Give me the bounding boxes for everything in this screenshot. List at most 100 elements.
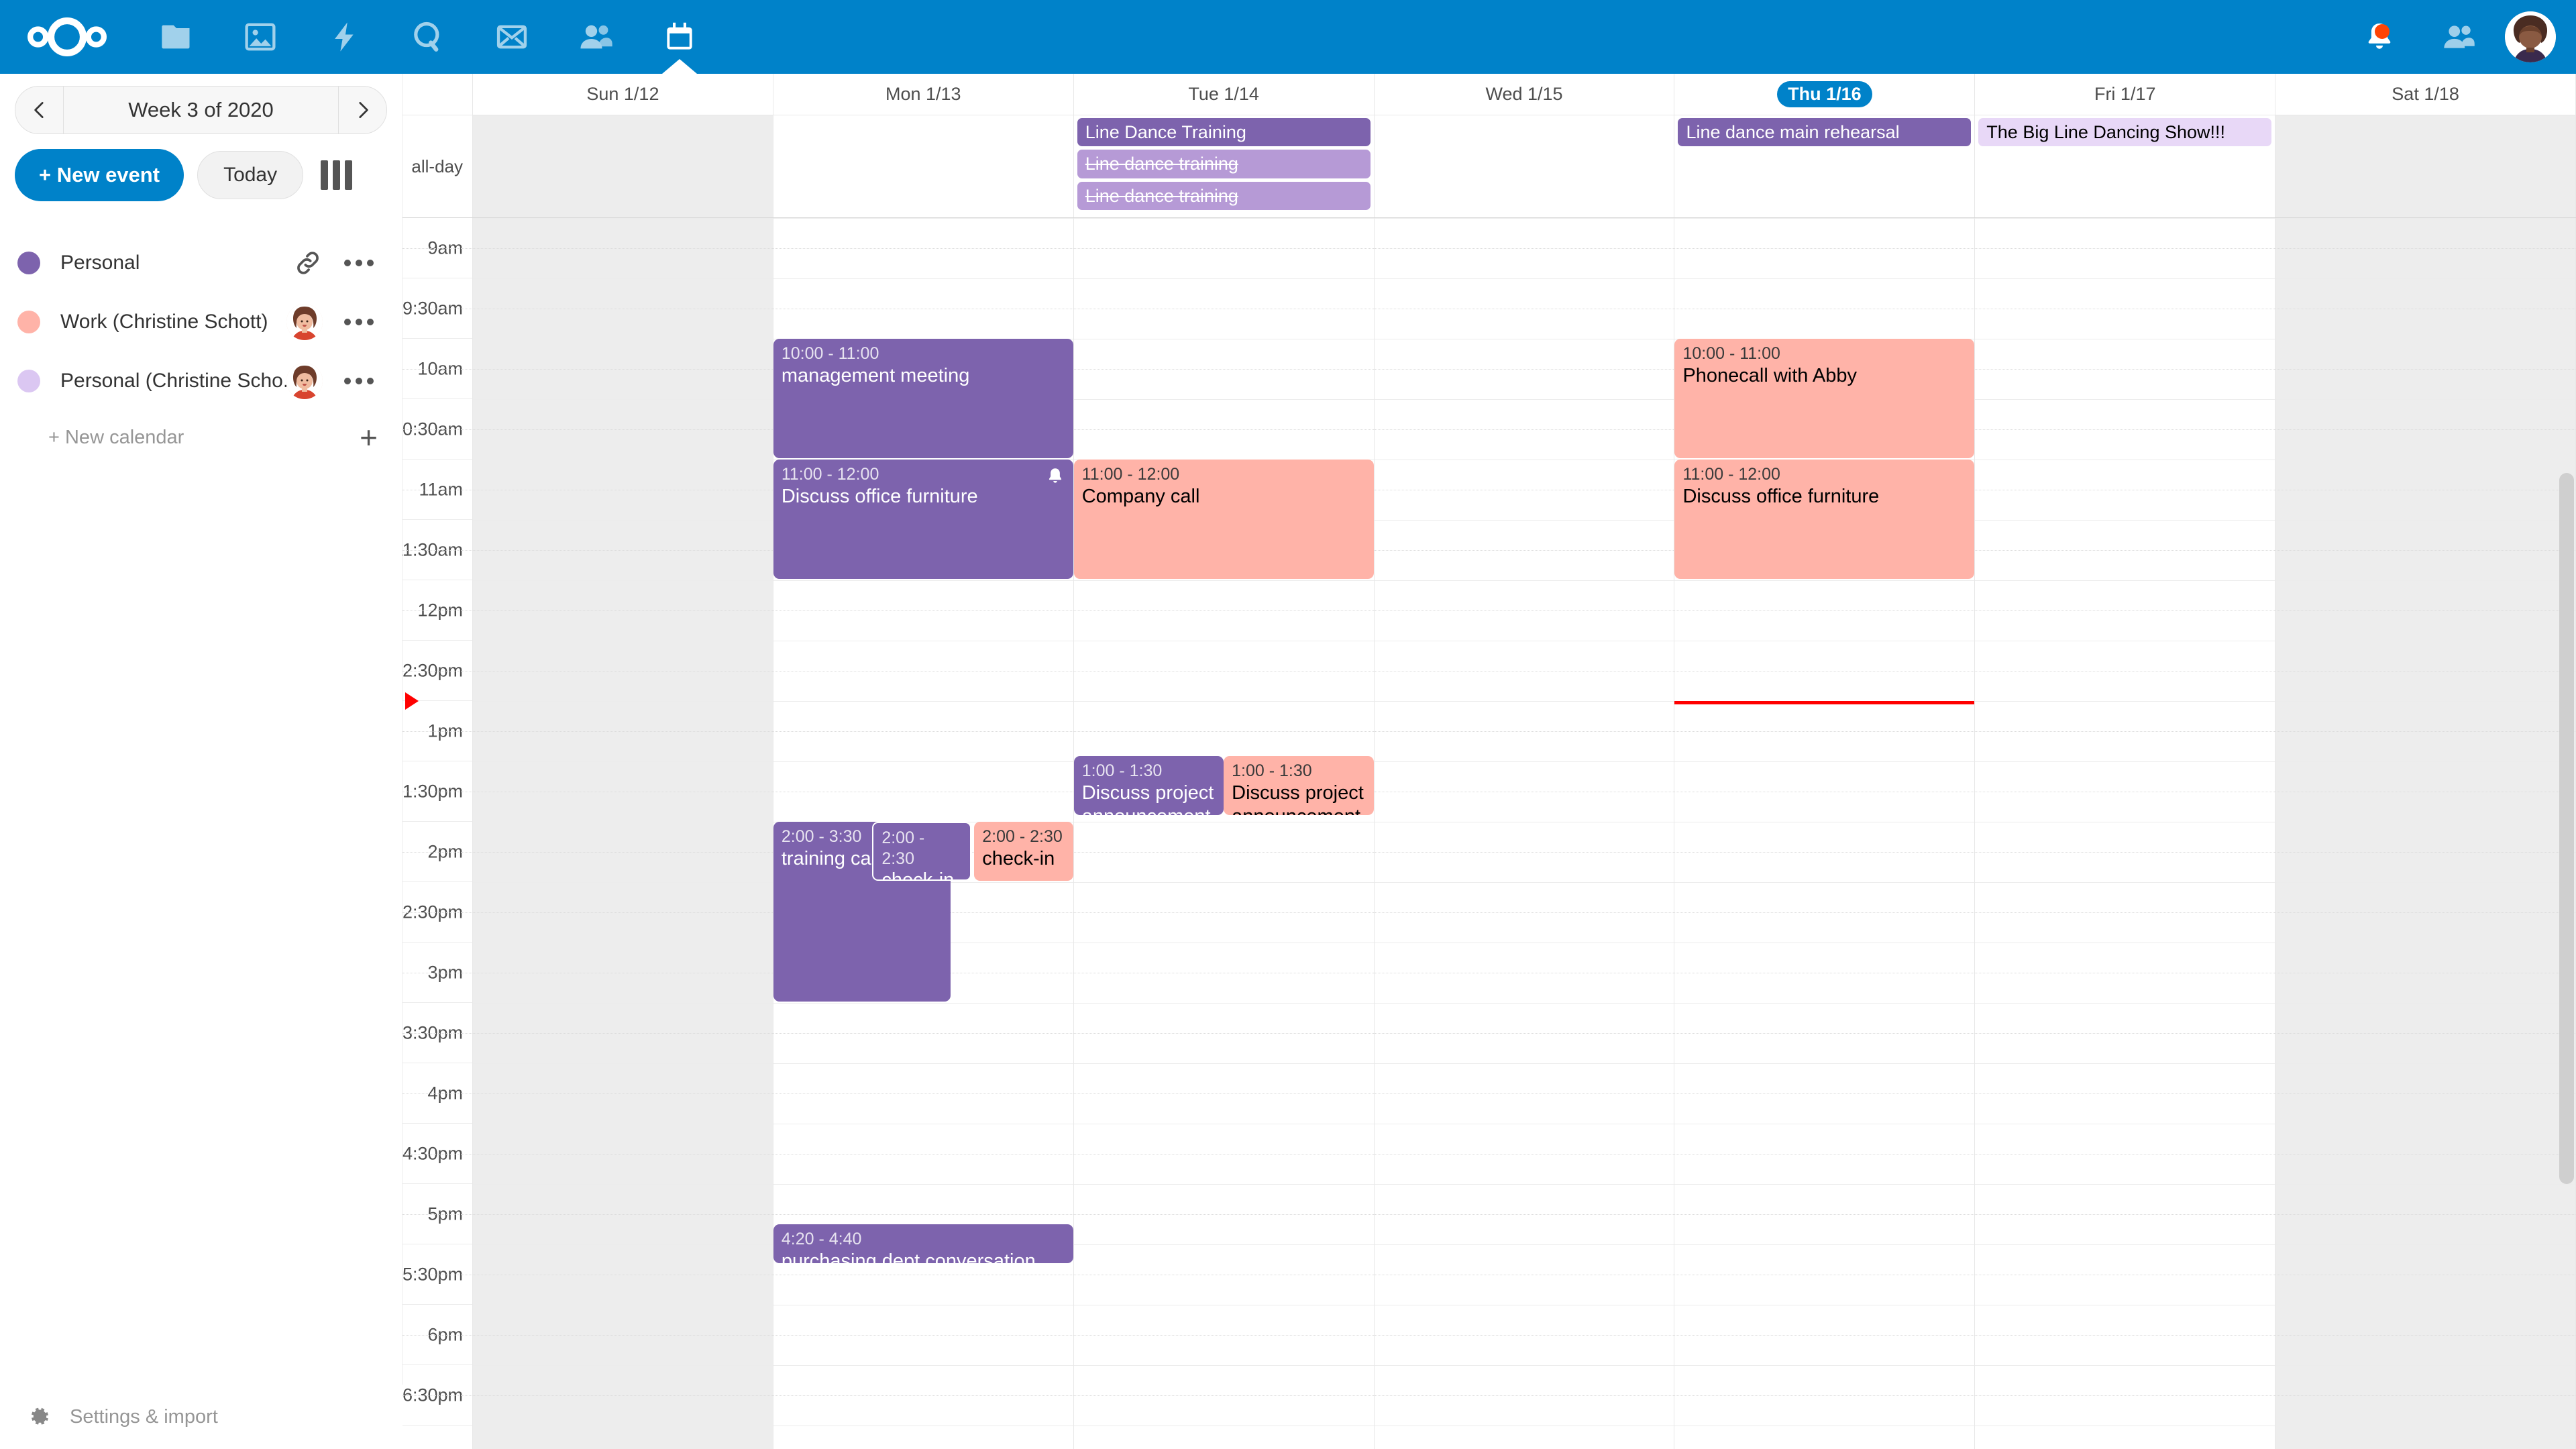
nextcloud-logo-link[interactable] (0, 0, 134, 74)
avatar[interactable] (2505, 11, 2556, 62)
all-day-column[interactable] (1375, 115, 1675, 218)
day-header[interactable]: Fri 1/17 (1975, 74, 2276, 115)
calendar-options-button[interactable] (340, 244, 378, 282)
calendar-color-dot[interactable] (17, 370, 40, 392)
calendar-options-button[interactable] (340, 303, 378, 341)
calendar-color-dot[interactable] (17, 252, 40, 274)
calendar-event[interactable]: 11:00 - 12:00 Discuss office furniture (773, 460, 1073, 580)
all-day-column[interactable] (773, 115, 1074, 218)
day-header[interactable]: Thu 1/16 (1674, 74, 1976, 115)
all-day-event[interactable]: Line dance training (1077, 181, 1371, 211)
all-day-column[interactable] (473, 115, 773, 218)
gutter-quarter-line (402, 248, 472, 250)
time-label: 1:30pm (402, 781, 463, 802)
chevron-right-icon (358, 102, 368, 118)
view-toggle-button[interactable] (321, 160, 353, 190)
day-column[interactable] (473, 218, 773, 1449)
search-icon[interactable] (386, 0, 470, 74)
all-day-column[interactable]: The Big Line Dancing Show!!! (1975, 115, 2276, 218)
grid-line (2275, 1003, 2576, 1004)
mail-icon[interactable] (470, 0, 553, 74)
today-button[interactable]: Today (197, 151, 304, 199)
activity-icon[interactable] (302, 0, 386, 74)
gutter-quarter-line (402, 1395, 472, 1397)
calendar-event[interactable]: 4:20 - 4:40 purchasing dept conversation (773, 1224, 1073, 1264)
day-column[interactable]: 11:00 - 12:00 Company call 1:00 - 1:30 Disc… (1073, 218, 1375, 1449)
photos-icon[interactable] (218, 0, 302, 74)
day-column[interactable] (1374, 218, 1675, 1449)
day-header[interactable]: Sun 1/12 (473, 74, 773, 115)
grid-quarter-line (1374, 429, 1674, 431)
time-gutter: 9am 9:30am 10am 10:30am 11am 11:30am 12pm 12:30… (402, 218, 473, 1449)
day-header[interactable]: Sat 1/18 (2275, 74, 2576, 115)
time-grid-scroll[interactable]: 9am 9:30am 10am 10:30am 11am 11:30am 12pm 12:30… (402, 218, 2576, 1449)
calendar-share-avatar[interactable] (286, 304, 323, 340)
grid-quarter-line (773, 1335, 1073, 1336)
contacts-menu-button[interactable] (2419, 0, 2498, 74)
calendar-list-item[interactable]: Personal (Christine Scho... (0, 352, 402, 411)
current-period-title[interactable]: Week 3 of 2020 (128, 98, 274, 121)
time-slot: 4pm (402, 1063, 472, 1124)
contacts-icon[interactable] (553, 0, 637, 74)
calendar-event[interactable]: 2:00 - 2:30 check-in (872, 822, 971, 881)
calendar-event[interactable]: 11:00 - 12:00 Discuss office furniture (1674, 460, 1975, 580)
calendar-list-item[interactable]: Work (Christine Schott) (0, 292, 402, 352)
calendar-icon[interactable] (637, 0, 721, 74)
event-time: 2:00 - 2:30 (982, 827, 1063, 847)
calendar-event[interactable]: 10:00 - 11:00 management meeting (773, 339, 1073, 459)
grid-line (1073, 1184, 1374, 1185)
all-day-column[interactable]: Line dance main rehearsal (1674, 115, 1976, 218)
time-label: 12pm (417, 600, 463, 621)
time-label: 4:30pm (402, 1143, 463, 1164)
grid-line (773, 1365, 1073, 1366)
view-toggle-bar (345, 160, 353, 190)
all-day-event[interactable]: Line dance training (1077, 150, 1371, 178)
all-day-event[interactable]: The Big Line Dancing Show!!! (1978, 118, 2272, 147)
gutter-quarter-line (402, 731, 472, 733)
calendar-options-button[interactable] (340, 362, 378, 400)
new-calendar-button[interactable]: + New calendar + (0, 411, 402, 464)
all-day-column[interactable] (2275, 115, 2576, 218)
all-day-event[interactable]: Line dance main rehearsal (1678, 118, 1972, 147)
calendar-color-dot[interactable] (17, 311, 40, 333)
day-column[interactable] (2275, 218, 2576, 1449)
copy-link-button[interactable] (293, 248, 323, 278)
grid-quarter-line (773, 1214, 1073, 1216)
time-grid: 9am 9:30am 10am 10:30am 11am 11:30am 12pm 12:30… (402, 218, 2576, 1449)
calendar-list-item[interactable]: Personal (0, 233, 402, 292)
all-day-column[interactable]: Line Dance Training Line dance training Li… (1074, 115, 1375, 218)
new-event-button[interactable]: + New event (15, 149, 184, 201)
grid-line (1374, 1184, 1674, 1185)
grid-quarter-line (1975, 852, 2275, 853)
grid-line (473, 218, 773, 219)
day-column[interactable]: 10:00 - 11:00 management meeting 11:00 - 1… (773, 218, 1074, 1449)
dot (367, 319, 374, 325)
day-header[interactable]: Wed 1/15 (1375, 74, 1675, 115)
day-column[interactable] (1975, 218, 2276, 1449)
prev-week-button[interactable] (15, 87, 64, 133)
grid-quarter-line (773, 1154, 1073, 1155)
files-icon[interactable] (134, 0, 218, 74)
grid-line (1674, 761, 1975, 763)
grid-line (1374, 580, 1674, 582)
time-slot: 10am (402, 339, 472, 400)
calendar-event[interactable]: 11:00 - 12:00 Company call (1073, 460, 1374, 580)
settings-and-import-button[interactable]: Settings & import (0, 1385, 402, 1449)
calendar-event[interactable]: 2:00 - 2:30 check-in (974, 822, 1073, 881)
all-day-event[interactable]: Line Dance Training (1077, 118, 1371, 147)
calendar-view: Sun 1/12 Mon 1/13 Tue 1/14 Wed 1/15 Thu 1/16… (402, 74, 2576, 1449)
grid-line (473, 520, 773, 521)
day-header[interactable]: Mon 1/13 (773, 74, 1074, 115)
day-header[interactable]: Tue 1/14 (1074, 74, 1375, 115)
vertical-scrollbar[interactable] (2559, 473, 2574, 1185)
calendar-share-avatar[interactable] (286, 363, 323, 399)
notifications-button[interactable] (2340, 0, 2419, 74)
event-title: check-in (881, 869, 955, 881)
day-column[interactable]: 10:00 - 11:00 Phonecall with Abby 11:00 - … (1674, 218, 1976, 1449)
grid-quarter-line (1374, 852, 1674, 853)
grid-quarter-line (773, 610, 1073, 612)
next-week-button[interactable] (338, 87, 386, 133)
calendar-event[interactable]: 10:00 - 11:00 Phonecall with Abby (1674, 339, 1975, 459)
